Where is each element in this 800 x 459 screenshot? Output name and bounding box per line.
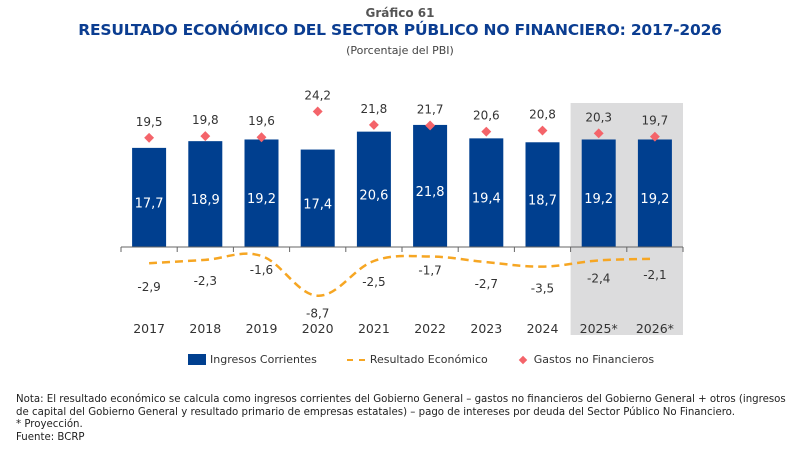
bar-ingresos-2020 (300, 149, 335, 247)
chart-kicker: Gráfico 61 (365, 6, 435, 20)
x-tick-label: 2018 (189, 321, 221, 336)
marker-label: 19,6 (248, 114, 275, 128)
marker-gastos-2026 (649, 131, 660, 142)
line-label: -2,3 (194, 274, 217, 288)
marker-gastos-2023 (481, 126, 492, 137)
bar-label: 17,4 (303, 197, 332, 212)
line-resultado-economico (149, 252, 655, 297)
bar-ingresos-2023 (469, 138, 504, 247)
line-label: -2,5 (362, 275, 385, 289)
bar-label: 18,7 (528, 194, 557, 209)
x-tick-label: 2026* (636, 321, 674, 336)
bar-ingresos-2017 (132, 147, 167, 247)
x-tick-label: 2025* (580, 321, 618, 336)
bar-ingresos-2021 (356, 131, 391, 247)
x-tick-label: 2023 (470, 321, 502, 336)
source-note: Fuente: BCRP (16, 431, 85, 443)
bar-label: 20,6 (359, 188, 388, 203)
line-label: -2,9 (137, 280, 160, 294)
marker-gastos-2018 (200, 131, 211, 142)
legend-label-gastos: Gastos no Financieros (533, 353, 655, 366)
marker-label: 19,5 (136, 115, 163, 129)
chart-title: RESULTADO ECONÓMICO DEL SECTOR PÚBLICO N… (78, 21, 722, 39)
line-label: -2,7 (475, 277, 498, 291)
legend-diamond-icon (518, 355, 527, 364)
legend-label-resultado: Resultado Económico (369, 353, 488, 366)
legend-bar-swatch (188, 354, 206, 365)
bar-ingresos-2025 (581, 139, 616, 247)
line-label: -2,1 (643, 268, 666, 282)
x-tick-label: 2017 (133, 321, 165, 336)
bar-ingresos-2024 (525, 142, 560, 247)
bar-label: 18,9 (191, 193, 220, 208)
legend-item-gastos: Gastos no Financieros (518, 353, 654, 366)
marker-gastos-2021 (368, 119, 379, 130)
marker-label: 20,3 (585, 110, 612, 124)
marker-label: 24,2 (304, 88, 331, 102)
marker-label: 21,7 (417, 102, 444, 116)
x-tick-label: 2019 (246, 321, 278, 336)
x-tick-label: 2024 (527, 321, 559, 336)
line-label: -3,5 (531, 282, 554, 296)
note-text: Nota: El resultado económico se calcula … (16, 394, 786, 418)
line-label: -1,6 (250, 263, 273, 277)
legend-item-resultado: Resultado Económico (346, 353, 488, 366)
x-tick-label: 2021 (358, 321, 390, 336)
chart-subtitle: (Porcentaje del PBI) (346, 44, 454, 57)
marker-gastos-2019 (256, 132, 267, 143)
x-tick-label: 2022 (414, 321, 446, 336)
marker-label: 19,8 (192, 113, 219, 127)
marker-gastos-2017 (144, 132, 155, 143)
bar-label: 19,2 (584, 192, 613, 207)
line-label: -2,4 (587, 271, 610, 285)
bar-ingresos-2022 (413, 124, 448, 247)
legend-line-swatch (346, 358, 365, 361)
bar-ingresos-2018 (188, 141, 223, 247)
bar-label: 19,4 (472, 192, 501, 207)
chart-notes: Nota: El resultado económico se calcula … (16, 394, 796, 444)
marker-gastos-2020 (312, 106, 323, 117)
marker-gastos-2024 (537, 125, 548, 136)
chart-legend: Ingresos Corrientes Resultado Económico … (188, 353, 684, 366)
line-label: -8,7 (306, 307, 329, 321)
legend-label-ingresos: Ingresos Corrientes (210, 353, 317, 366)
projection-note: * Proyección. (16, 419, 83, 430)
line-label: -1,7 (418, 264, 441, 278)
marker-label: 20,8 (529, 108, 556, 122)
bar-ingresos-2026 (637, 139, 672, 247)
marker-gastos-2025 (593, 128, 604, 139)
marker-label: 21,8 (361, 102, 388, 116)
marker-label: 19,7 (642, 114, 669, 128)
bar-label: 21,8 (416, 185, 445, 200)
legend-item-ingresos: Ingresos Corrientes (188, 353, 317, 366)
marker-label: 20,6 (473, 109, 500, 123)
x-tick-label: 2020 (302, 321, 334, 336)
bar-label: 19,2 (640, 192, 669, 207)
bar-ingresos-2019 (244, 139, 279, 247)
chart-plot: 17,7 18,9 19,2 17,4 20,6 21,8 19,4 18,7 19,2 19,2… (120, 88, 684, 336)
bar-label: 19,2 (247, 192, 276, 207)
bar-label: 17,7 (135, 196, 164, 211)
